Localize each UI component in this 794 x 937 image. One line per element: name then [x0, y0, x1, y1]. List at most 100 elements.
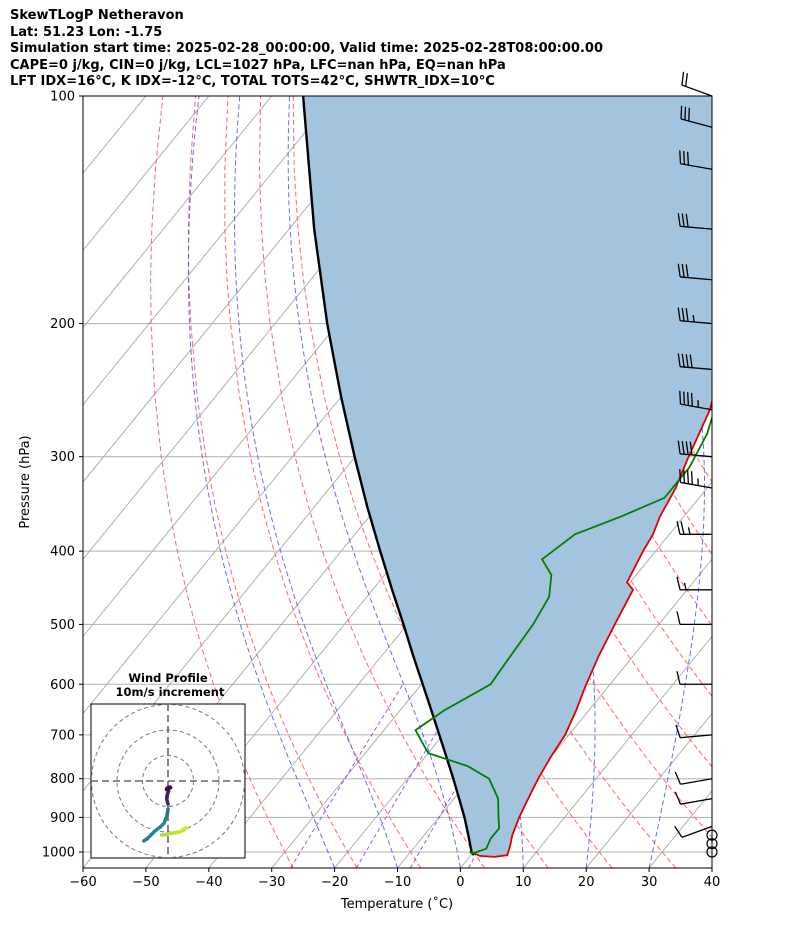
y-tick-label: 500	[50, 618, 75, 633]
wind-barb-flag	[676, 521, 681, 535]
wind-barb	[676, 611, 712, 626]
wind-barb-flag	[687, 470, 690, 484]
y-tick-label: 100	[50, 90, 75, 105]
x-tick-label: 10	[515, 875, 532, 890]
x-axis-label: Temperature (˚C)	[340, 896, 453, 912]
isotherm-line	[775, 96, 794, 868]
wind-barb-flag	[676, 611, 681, 625]
y-tick-label: 900	[50, 811, 75, 826]
wind-barb-flag	[674, 791, 682, 805]
wind-barb-flag	[690, 392, 693, 407]
wind-barb	[679, 469, 713, 489]
temperature-line	[471, 398, 712, 858]
wind-barb-calm	[706, 846, 718, 858]
wind-barb-shaft	[680, 225, 713, 230]
x-tick-label: 0	[456, 875, 464, 890]
title-line-times: Simulation start time: 2025-02-28_00:00:…	[10, 41, 603, 56]
wind-barb-flag	[685, 213, 689, 228]
wind-barb-flag	[675, 724, 681, 738]
chart-title-block: SkewTLogP Netheravon Lat: 51.23 Lon: -1.…	[10, 8, 603, 91]
dry-adiabat	[187, 96, 358, 868]
title-line-indices: LFT IDX=16°C, K IDX=-12°C, TOTAL TOTS=42…	[10, 74, 495, 89]
moist-adiabat	[711, 866, 712, 868]
wind-barb-shaft	[680, 403, 713, 411]
wind-barbs	[674, 71, 718, 858]
x-tick-label: 40	[704, 875, 721, 890]
wind-barb	[674, 825, 713, 838]
wind-barb-shaft	[680, 797, 713, 805]
wind-barb-flag	[690, 471, 693, 485]
title-line-cape: CAPE=0 j/kg, CIN=0 j/kg, LCL=1027 hPa, L…	[10, 57, 506, 73]
wind-barb-shaft	[680, 778, 713, 785]
wind-barb-flag	[676, 576, 681, 590]
wind-barb	[679, 390, 713, 411]
y-tick-label: 600	[50, 678, 75, 693]
isotherm-line	[522, 635, 712, 868]
isotherm-line	[711, 867, 712, 868]
wind-barb-flag	[689, 354, 693, 368]
wind-barb-flag	[677, 263, 681, 278]
wind-barb-flag	[681, 263, 685, 278]
wind-barb-flag	[689, 441, 693, 456]
x-tick-label: −20	[321, 875, 348, 890]
isotherm-line	[83, 96, 210, 252]
x-tick-label: −30	[258, 875, 285, 890]
wind-barb-flag	[679, 469, 682, 483]
wind-barb	[679, 150, 713, 170]
wind-barb-flag	[685, 308, 689, 322]
wind-barb-shaft	[681, 84, 713, 97]
x-tick-label: −10	[384, 875, 411, 890]
x-tick-label: 20	[578, 875, 595, 890]
isotherm-line	[83, 96, 398, 483]
wind-barb-half-flag	[692, 314, 695, 323]
shaded-area	[303, 96, 712, 857]
wind-barb-shaft	[680, 453, 713, 458]
isotherm-line	[83, 96, 273, 329]
wind-barb	[677, 440, 713, 458]
wind-barb-shaft	[680, 366, 713, 371]
profiles	[301, 96, 712, 858]
wind-barb-flag	[679, 150, 682, 164]
hodograph-trace	[142, 836, 150, 843]
y-axis-label: Pressure (hPa)	[18, 435, 33, 528]
wind-barb	[676, 576, 712, 591]
wind-barb-shaft	[680, 118, 713, 128]
wind-barb-flag	[677, 353, 681, 367]
wind-barb	[681, 71, 713, 97]
dry-adiabat	[782, 96, 794, 868]
mixing-ratio-line	[290, 684, 404, 868]
wind-barb-flag	[681, 307, 685, 322]
wind-barb-shaft	[680, 276, 713, 281]
wind-barb-flag	[677, 213, 681, 227]
wind-barb-flag	[674, 825, 683, 838]
wind-barb	[680, 105, 713, 128]
wind-barb-flag	[676, 671, 681, 685]
parcel-path-line	[301, 96, 475, 856]
wind-barb-flag	[681, 353, 685, 368]
x-tick-label: −60	[69, 875, 96, 890]
wind-barb-flag	[681, 213, 685, 227]
wind-barb-flag	[674, 771, 682, 785]
dry-adiabat	[749, 96, 794, 868]
wind-barb-half-flag	[687, 527, 691, 535]
wind-barb	[677, 307, 713, 325]
wind-barb-flag	[685, 441, 689, 455]
wind-barb-calm	[706, 829, 718, 841]
hodograph-trace	[163, 814, 169, 821]
wind-barb-calm	[706, 838, 718, 850]
isotherm-line	[460, 558, 712, 868]
wind-barb-flag	[687, 392, 690, 406]
moist-adiabat	[187, 96, 336, 868]
isotherm-line	[585, 712, 712, 868]
x-tick-label: 30	[641, 875, 658, 890]
wind-barb-flag	[681, 440, 685, 455]
wind-barb-flag	[685, 354, 689, 368]
x-tick-label: −50	[132, 875, 159, 890]
wind-barb-flag	[685, 73, 688, 87]
hodograph-subtitle: 10m/s increment	[116, 685, 225, 699]
y-tick-label: 200	[50, 317, 75, 332]
wind-barb-flag	[683, 469, 686, 484]
cape-cin-shading	[303, 96, 712, 857]
wind-barb	[674, 771, 713, 785]
